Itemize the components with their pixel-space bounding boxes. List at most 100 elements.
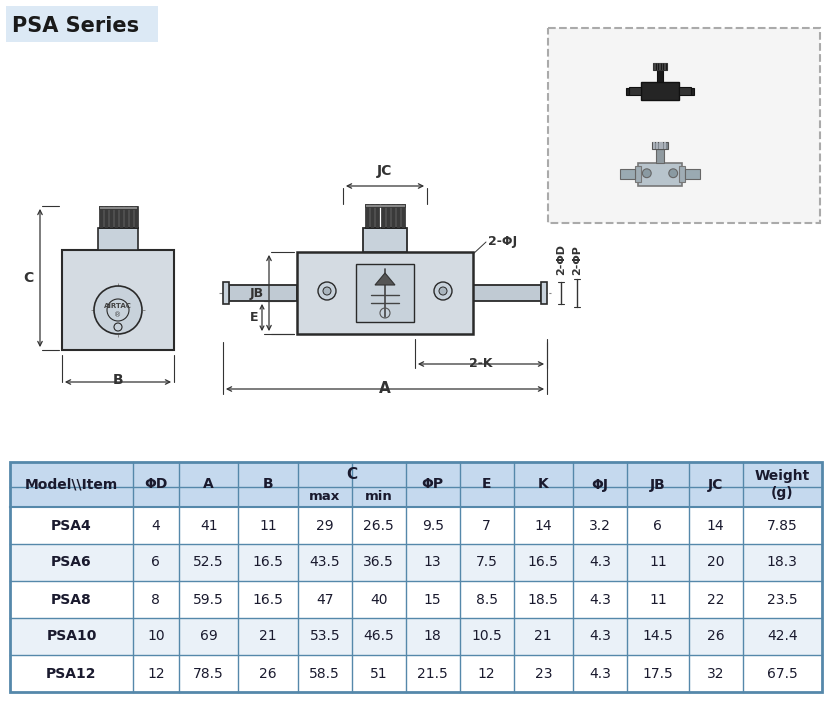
- Text: 13: 13: [424, 555, 441, 569]
- Text: 14.5: 14.5: [642, 629, 673, 643]
- Text: 6: 6: [653, 518, 662, 532]
- Text: 22: 22: [707, 592, 725, 606]
- Bar: [661, 142, 663, 149]
- Bar: [223, 282, 229, 304]
- Text: E: E: [249, 311, 258, 324]
- Circle shape: [323, 287, 331, 295]
- Text: 36.5: 36.5: [363, 555, 394, 569]
- Bar: [99, 206, 103, 228]
- Text: 7.85: 7.85: [767, 518, 798, 532]
- Text: ΦD: ΦD: [145, 478, 168, 492]
- Circle shape: [642, 169, 652, 178]
- Text: 15: 15: [424, 592, 441, 606]
- Text: 6: 6: [151, 555, 160, 569]
- Text: PSA8: PSA8: [51, 592, 92, 606]
- Bar: [656, 149, 665, 163]
- Text: ®: ®: [115, 312, 121, 318]
- Bar: [654, 63, 656, 70]
- Text: PSA6: PSA6: [52, 555, 91, 569]
- Text: 21: 21: [534, 629, 552, 643]
- Text: 8: 8: [151, 592, 160, 606]
- Text: AIRTAC: AIRTAC: [104, 303, 132, 309]
- Text: ΦJ: ΦJ: [592, 478, 608, 492]
- Text: 4.3: 4.3: [589, 592, 611, 606]
- Text: 26: 26: [707, 629, 725, 643]
- Circle shape: [439, 287, 447, 295]
- Text: PSA4: PSA4: [51, 518, 92, 532]
- Bar: [109, 206, 113, 228]
- Text: 69: 69: [199, 629, 218, 643]
- Bar: [10, 655, 822, 692]
- Text: 23: 23: [534, 666, 552, 680]
- Text: 7: 7: [482, 518, 491, 532]
- Text: 4: 4: [151, 518, 160, 532]
- Bar: [548, 28, 820, 223]
- Text: 17.5: 17.5: [642, 666, 673, 680]
- Text: PSA Series: PSA Series: [12, 16, 139, 36]
- Bar: [114, 206, 118, 228]
- Text: 52.5: 52.5: [194, 555, 224, 569]
- Bar: [10, 462, 822, 507]
- Bar: [10, 618, 822, 655]
- Bar: [119, 206, 123, 228]
- Text: 20: 20: [707, 555, 725, 569]
- Bar: [664, 63, 666, 70]
- Bar: [652, 142, 668, 149]
- Bar: [401, 204, 406, 228]
- Text: 2-ΦJ: 2-ΦJ: [488, 235, 517, 248]
- Bar: [638, 163, 682, 186]
- Text: 58.5: 58.5: [309, 666, 340, 680]
- Circle shape: [318, 282, 336, 300]
- Text: 21.5: 21.5: [417, 666, 448, 680]
- Text: 29: 29: [316, 518, 333, 532]
- Text: 14: 14: [707, 518, 725, 532]
- Text: PSA12: PSA12: [47, 666, 96, 680]
- Text: 14: 14: [534, 518, 552, 532]
- Bar: [685, 169, 700, 179]
- Text: 2-ΦD: 2-ΦD: [556, 244, 566, 275]
- Text: 7.5: 7.5: [475, 555, 498, 569]
- Text: 11: 11: [259, 518, 277, 532]
- Text: 32: 32: [707, 666, 725, 680]
- Bar: [664, 142, 666, 149]
- Text: K: K: [538, 478, 548, 492]
- Text: 8.5: 8.5: [475, 592, 498, 606]
- Text: JB: JB: [250, 287, 264, 300]
- Text: 16.5: 16.5: [528, 555, 558, 569]
- Text: B: B: [113, 373, 123, 387]
- Bar: [365, 204, 369, 228]
- Text: 67.5: 67.5: [767, 666, 798, 680]
- Text: JC: JC: [708, 478, 724, 492]
- Text: JB: JB: [650, 478, 666, 492]
- Text: Model\\Item: Model\\Item: [25, 478, 118, 492]
- Text: C: C: [24, 271, 34, 285]
- Bar: [636, 166, 641, 182]
- Bar: [396, 204, 401, 228]
- Bar: [6, 6, 158, 42]
- Text: 11: 11: [649, 555, 666, 569]
- Text: 43.5: 43.5: [309, 555, 340, 569]
- Bar: [363, 228, 407, 252]
- Bar: [473, 285, 541, 301]
- Text: 46.5: 46.5: [363, 629, 394, 643]
- Text: min: min: [365, 491, 392, 504]
- Bar: [376, 204, 380, 228]
- Text: 10: 10: [147, 629, 165, 643]
- Bar: [10, 581, 822, 618]
- Text: PSA10: PSA10: [47, 629, 96, 643]
- Bar: [365, 204, 405, 207]
- Bar: [370, 204, 374, 228]
- Bar: [656, 70, 663, 82]
- Bar: [541, 282, 547, 304]
- Text: 53.5: 53.5: [309, 629, 340, 643]
- Text: 59.5: 59.5: [194, 592, 224, 606]
- Text: 40: 40: [370, 592, 387, 606]
- Text: 41: 41: [199, 518, 218, 532]
- Bar: [99, 206, 137, 209]
- Bar: [381, 204, 385, 228]
- Bar: [10, 462, 822, 692]
- Polygon shape: [375, 273, 395, 285]
- Bar: [659, 142, 661, 149]
- Bar: [134, 206, 138, 228]
- Text: 2-K: 2-K: [470, 357, 493, 370]
